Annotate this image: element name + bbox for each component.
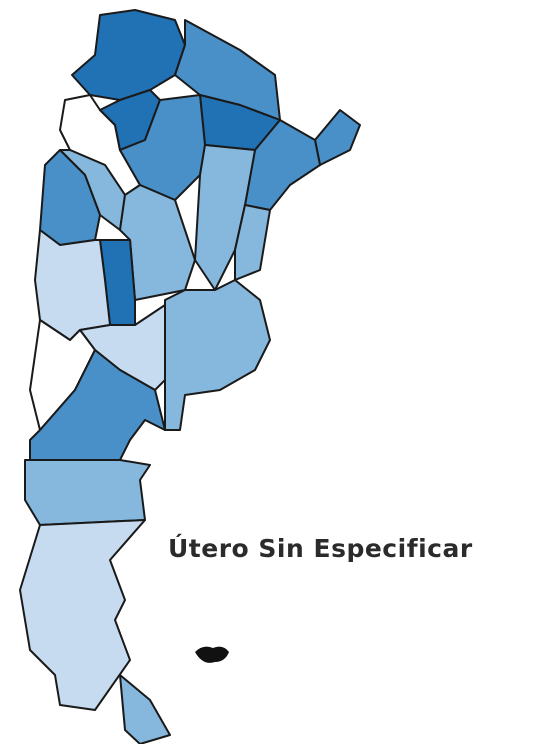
provinces — [19, 9, 361, 744]
tierra-del-fuego — [119, 674, 171, 744]
buenos-aires — [164, 279, 271, 431]
malvinas — [195, 646, 229, 663]
map-title: Útero Sin Especificar — [168, 533, 473, 563]
chubut — [24, 459, 151, 526]
santa-cruz — [19, 519, 146, 711]
entre-rios — [234, 204, 271, 281]
jujuy — [71, 9, 186, 101]
misiones — [314, 109, 361, 166]
santa-fe — [194, 144, 256, 291]
rio-negro — [29, 349, 166, 461]
